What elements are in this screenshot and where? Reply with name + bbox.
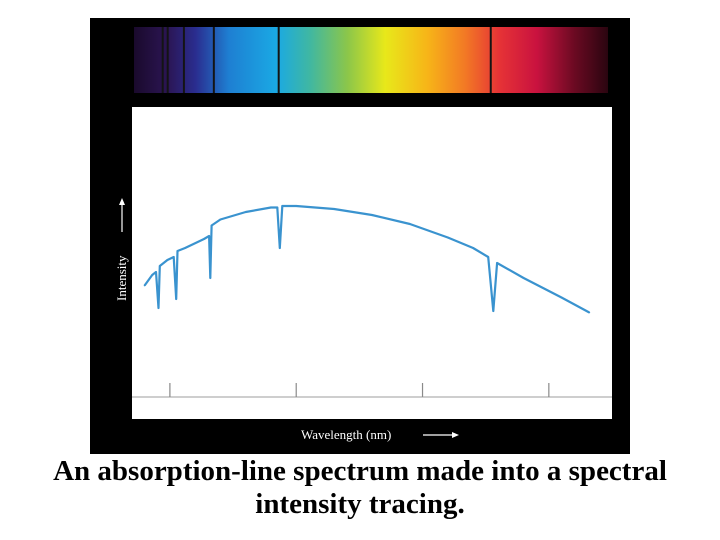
- data-point: [184, 247, 186, 249]
- data-point: [333, 208, 335, 210]
- data-point: [151, 274, 154, 276]
- y-axis-label: Intensity: [114, 255, 129, 301]
- data-point: [409, 223, 411, 225]
- data-point: [157, 307, 160, 309]
- data-point: [203, 238, 205, 240]
- x-tick-label: 400: [160, 403, 180, 418]
- figure-panel: 400 500 600 700 Wavelength (nm) Intensity: [90, 18, 630, 454]
- absorption-lines: [161, 27, 492, 93]
- figure-caption: An absorption-line spectrum made into a …: [0, 455, 720, 521]
- data-point: [172, 256, 175, 258]
- data-point: [522, 277, 525, 279]
- data-point: [175, 298, 178, 300]
- spectrum-band: [134, 27, 608, 93]
- x-axis-label: Wavelength (nm): [301, 427, 391, 442]
- data-point: [166, 259, 169, 261]
- data-point: [155, 271, 157, 273]
- x-tick-label: 600: [413, 403, 433, 418]
- x-tick-label: 500: [286, 403, 306, 418]
- data-point: [158, 265, 161, 267]
- chart-plot: 400 500 600 700 Wavelength (nm) Intensity: [114, 107, 612, 442]
- data-point: [210, 224, 213, 227]
- caption-line-2: intensity tracing.: [255, 488, 465, 520]
- data-point: [219, 218, 222, 221]
- y-axis-arrow: [119, 198, 125, 232]
- data-point: [492, 310, 495, 312]
- data-point: [278, 247, 281, 249]
- data-point: [176, 250, 179, 252]
- data-point: [143, 284, 146, 287]
- data-point: [244, 211, 247, 213]
- series-line: [143, 204, 590, 314]
- data-point: [371, 214, 373, 216]
- data-point: [209, 277, 212, 279]
- caption-line-1: An absorption-line spectrum made into a …: [53, 455, 667, 487]
- x-tick-label: 700: [539, 403, 559, 418]
- data-point: [281, 205, 284, 207]
- data-point: [208, 235, 210, 237]
- data-point: [487, 256, 490, 258]
- plot-area: [132, 107, 612, 419]
- data-point: [446, 236, 449, 239]
- data-point: [295, 205, 298, 207]
- x-axis-arrow: [423, 432, 459, 438]
- data-point: [270, 206, 272, 209]
- data-point: [276, 206, 279, 209]
- data-point: [496, 262, 498, 264]
- data-point: [588, 311, 591, 314]
- data-point: [560, 296, 563, 299]
- data-point: [472, 247, 474, 249]
